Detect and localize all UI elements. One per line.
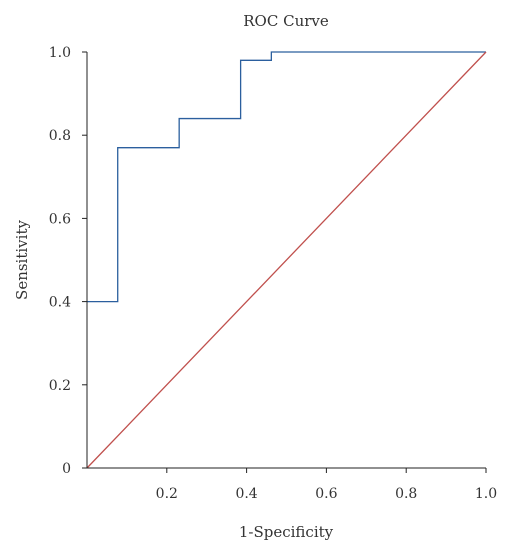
reference-diagonal-line xyxy=(86,51,487,469)
x-tick-label: 0.8 xyxy=(395,486,417,502)
y-tick-label: 0 xyxy=(62,461,71,477)
x-axis-ticks: 0.2 0.4 0.6 0.8 1.0 xyxy=(156,468,497,502)
y-tick-label: 1.0 xyxy=(49,45,71,61)
y-tick-label: 0.2 xyxy=(49,378,71,394)
y-axis-label: Sensitivity xyxy=(13,220,31,300)
y-tick-label: 0.6 xyxy=(49,211,71,227)
x-tick-label: 0.4 xyxy=(235,486,257,502)
y-axis-ticks: 0 0.2 0.4 0.6 0.8 1.0 xyxy=(49,45,87,477)
x-tick-label: 0.2 xyxy=(156,486,178,502)
roc-curve-line xyxy=(87,51,486,303)
x-tick-label: 0.6 xyxy=(315,486,337,502)
y-tick-label: 0.8 xyxy=(49,128,71,144)
x-tick-label: 1.0 xyxy=(475,486,497,502)
y-tick-label: 0.4 xyxy=(49,295,71,311)
plot-area xyxy=(86,51,487,469)
chart-title: ROC Curve xyxy=(243,12,329,30)
x-axis-label: 1-Specificity xyxy=(239,523,334,541)
